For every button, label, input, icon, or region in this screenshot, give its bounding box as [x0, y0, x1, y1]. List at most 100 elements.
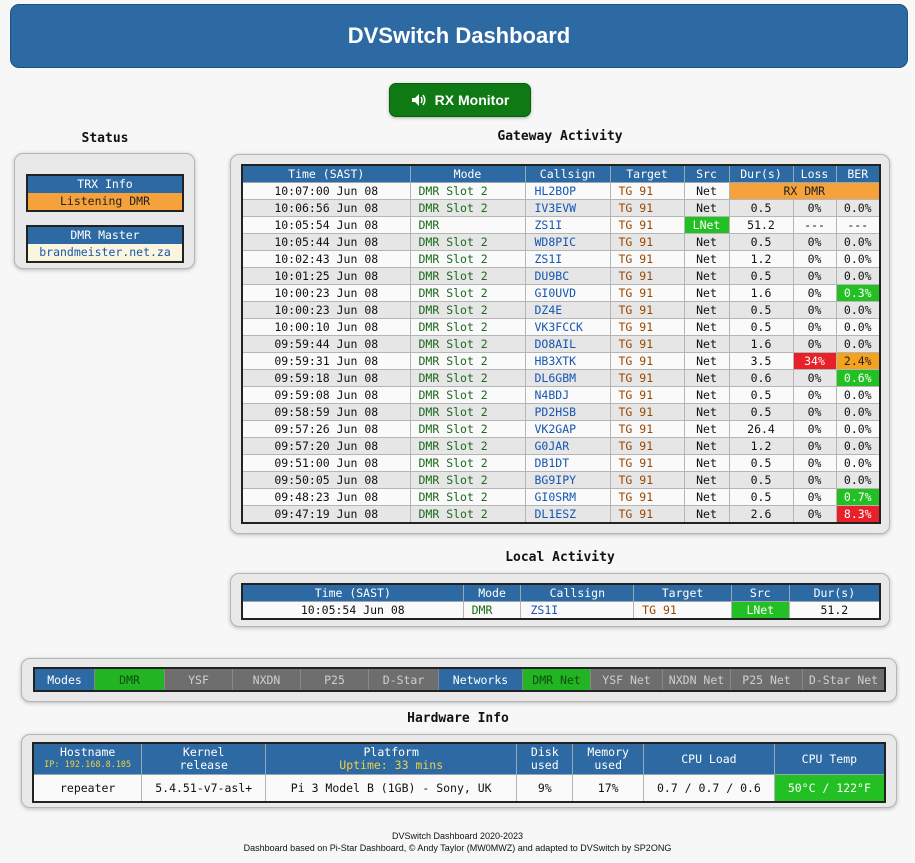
duration-cell: 26.4	[728, 420, 794, 438]
trx-info-box: TRX Info Listening DMR	[26, 174, 184, 212]
callsign-link[interactable]: WD8PIC	[524, 233, 611, 251]
target-cell: TG 91	[609, 284, 685, 302]
mode-indicator-nxdn: NXDN	[233, 669, 301, 690]
src-cell: Net	[683, 420, 730, 438]
mode-cell: DMR Slot 2	[409, 284, 526, 302]
mode-indicator-p25: P25	[301, 669, 369, 690]
loss-cell: 0%	[792, 386, 837, 404]
disk-label-1: Disk	[530, 745, 559, 759]
callsign-link[interactable]: PD2HSB	[524, 403, 611, 421]
table-row: 10:01:25 Jun 08 DMR Slot 2 DU9BC TG 91 Net 0.…	[241, 267, 881, 285]
mode-cell: DMR Slot 2	[409, 335, 526, 353]
callsign-link[interactable]: ZS1I	[524, 250, 611, 268]
time-cell: 09:57:26 Jun 08	[241, 420, 411, 438]
gateway-col-header: Callsign	[524, 164, 611, 183]
dashboard-header: DVSwitch Dashboard	[10, 4, 908, 68]
callsign-link[interactable]: DU9BC	[524, 267, 611, 285]
table-row: 10:00:10 Jun 08 DMR Slot 2 VK3FCCK TG 91 Net…	[241, 318, 881, 336]
callsign-link[interactable]: DL6GBM	[524, 369, 611, 387]
kernel-label-2: release	[179, 758, 228, 772]
callsign-link[interactable]: GI0SRM	[524, 488, 611, 506]
page-title: DVSwitch Dashboard	[347, 23, 571, 48]
trx-info-value: Listening DMR	[28, 193, 182, 210]
mode-indicator-d-star: D-Star	[369, 669, 439, 690]
target-cell: TG 91	[609, 233, 685, 251]
callsign-link[interactable]: G0JAR	[524, 437, 611, 455]
time-cell: 09:57:20 Jun 08	[241, 437, 411, 455]
time-cell: 09:59:44 Jun 08	[241, 335, 411, 353]
hostname-header: Hostname IP: 192.168.8.105	[32, 742, 143, 775]
table-row: 10:02:43 Jun 08 DMR Slot 2 ZS1I TG 91 Net 1.2…	[241, 250, 881, 268]
callsign-link[interactable]: N4BDJ	[524, 386, 611, 404]
table-row: 09:57:20 Jun 08 DMR Slot 2 G0JAR TG 91 Net 1.…	[241, 437, 881, 455]
mode-cell: DMR Slot 2	[409, 403, 526, 421]
mode-cell: DMR Slot 2	[409, 233, 526, 251]
callsign-link[interactable]: IV3EVW	[524, 199, 611, 217]
target-cell: TG 91	[609, 437, 685, 455]
loss-cell: 0%	[792, 233, 837, 251]
memory-label-2: used	[594, 758, 623, 772]
gateway-activity-title: Gateway Activity	[497, 129, 623, 144]
target-cell: TG 91	[633, 601, 732, 620]
loss-cell: 34%	[792, 352, 837, 370]
ber-cell: 0.0%	[835, 233, 881, 251]
callsign-link[interactable]: HL2BOP	[524, 182, 611, 200]
src-cell: Net	[683, 454, 730, 472]
mode-cell: DMR	[462, 601, 522, 620]
duration-cell: 1.6	[728, 335, 794, 353]
callsign-link[interactable]: GI0UVD	[524, 284, 611, 302]
src-cell: Net	[683, 352, 730, 370]
time-cell: 10:02:43 Jun 08	[241, 250, 411, 268]
modes-bar: Modes DMR YSF NXDN P25 D-Star Networks DMR Net Y…	[33, 667, 886, 692]
hardware-info-table: Hostname IP: 192.168.8.105 Kernel releas…	[32, 742, 886, 803]
callsign-link[interactable]: VK2GAP	[524, 420, 611, 438]
time-cell: 10:00:23 Jun 08	[241, 284, 411, 302]
loss-cell: 0%	[792, 301, 837, 319]
target-cell: TG 91	[609, 488, 685, 506]
gateway-col-header: Src	[683, 164, 730, 183]
rx-monitor-button[interactable]: RX Monitor	[389, 83, 531, 117]
time-cell: 09:59:18 Jun 08	[241, 369, 411, 387]
loss-cell: 0%	[792, 250, 837, 268]
disk-header: Disk used	[516, 742, 574, 775]
footer-line-2: Dashboard based on Pi-Star Dashboard, © …	[243, 843, 672, 853]
dmr-master-label: DMR Master	[28, 227, 182, 244]
ber-cell: 0.0%	[835, 250, 881, 268]
cpu-temp-value: 50°C / 122°F	[773, 774, 886, 803]
ber-cell: 8.3%	[835, 505, 881, 524]
src-cell: Net	[683, 403, 730, 421]
table-row: 10:06:56 Jun 08 DMR Slot 2 IV3EVW TG 91 Net 0…	[241, 199, 881, 217]
ber-cell: 0.0%	[835, 471, 881, 489]
platform-label: Platform	[363, 745, 419, 759]
mode-cell: DMR Slot 2	[409, 386, 526, 404]
callsign-link[interactable]: DB1DT	[524, 454, 611, 472]
callsign-link[interactable]: ZS1I	[520, 601, 635, 620]
cpu-load-value: 0.7 / 0.7 / 0.6	[643, 774, 775, 803]
dmr-master-box: DMR Master brandmeister.net.za	[26, 225, 184, 263]
duration-cell: 0.5	[728, 471, 794, 489]
callsign-link[interactable]: DL1ESZ	[524, 505, 611, 524]
mode-cell: DMR Slot 2	[409, 369, 526, 387]
disk-value: 9%	[516, 774, 574, 803]
callsign-link[interactable]: VK3FCCK	[524, 318, 611, 336]
callsign-link[interactable]: BG9IPY	[524, 471, 611, 489]
time-cell: 10:06:56 Jun 08	[241, 199, 411, 217]
target-cell: TG 91	[609, 505, 685, 524]
src-cell: Net	[683, 199, 730, 217]
callsign-link[interactable]: ZS1I	[524, 216, 611, 234]
ber-cell: ---	[835, 216, 881, 234]
time-cell: 09:51:00 Jun 08	[241, 454, 411, 472]
kernel-header: Kernel release	[141, 742, 267, 775]
src-cell: Net	[683, 471, 730, 489]
mode-cell: DMR Slot 2	[409, 250, 526, 268]
callsign-link[interactable]: DO8AIL	[524, 335, 611, 353]
target-cell: TG 91	[609, 182, 685, 200]
duration-cell: 0.5	[728, 199, 794, 217]
time-cell: 10:05:54 Jun 08	[241, 601, 464, 620]
mode-cell: DMR Slot 2	[409, 352, 526, 370]
time-cell: 09:50:05 Jun 08	[241, 471, 411, 489]
ber-cell: 0.0%	[835, 403, 881, 421]
callsign-link[interactable]: DZ4E	[524, 301, 611, 319]
callsign-link[interactable]: HB3XTK	[524, 352, 611, 370]
ber-cell: 0.0%	[835, 301, 881, 319]
